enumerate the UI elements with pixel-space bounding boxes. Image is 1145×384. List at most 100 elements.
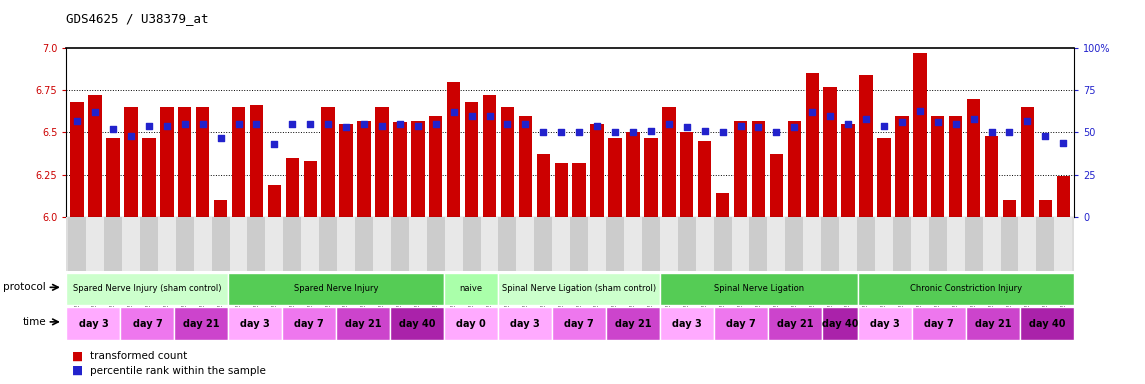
- Bar: [373, 217, 390, 271]
- Text: day 21: day 21: [615, 318, 652, 329]
- Bar: [985, 136, 998, 217]
- Bar: [337, 217, 355, 271]
- Bar: [606, 217, 624, 271]
- Bar: [106, 137, 120, 217]
- Bar: [124, 107, 137, 217]
- Point: [767, 129, 785, 136]
- Text: day 3: day 3: [511, 318, 540, 329]
- Point: [301, 121, 319, 127]
- Text: day 21: day 21: [776, 318, 813, 329]
- Bar: [140, 217, 158, 271]
- Bar: [662, 107, 676, 217]
- Text: day 7: day 7: [294, 318, 324, 329]
- Bar: [678, 217, 696, 271]
- Bar: [390, 217, 409, 271]
- Point: [749, 124, 767, 131]
- Bar: [104, 217, 123, 271]
- Bar: [463, 217, 481, 271]
- Bar: [859, 75, 872, 217]
- Text: percentile rank within the sample: percentile rank within the sample: [90, 366, 267, 376]
- Text: day 3: day 3: [870, 318, 900, 329]
- Bar: [196, 107, 210, 217]
- Bar: [785, 217, 804, 271]
- Text: naive: naive: [459, 285, 483, 293]
- Bar: [447, 82, 460, 217]
- Point: [140, 122, 158, 129]
- Point: [713, 129, 732, 136]
- Point: [247, 121, 266, 127]
- Bar: [713, 217, 732, 271]
- Bar: [88, 95, 102, 217]
- Bar: [214, 200, 228, 217]
- Bar: [1039, 200, 1052, 217]
- Point: [606, 129, 624, 136]
- Bar: [716, 193, 729, 217]
- Bar: [696, 217, 713, 271]
- Text: day 7: day 7: [564, 318, 594, 329]
- Bar: [552, 217, 570, 271]
- Point: [570, 129, 589, 136]
- Bar: [444, 217, 463, 271]
- Bar: [949, 116, 963, 217]
- Bar: [769, 154, 783, 217]
- Bar: [177, 107, 191, 217]
- Bar: [982, 217, 1001, 271]
- Text: day 21: day 21: [345, 318, 381, 329]
- Bar: [285, 158, 299, 217]
- Bar: [1055, 217, 1072, 271]
- Bar: [498, 217, 516, 271]
- Bar: [283, 217, 301, 271]
- Bar: [895, 116, 909, 217]
- Point: [910, 108, 929, 114]
- Bar: [465, 102, 479, 217]
- Bar: [591, 124, 603, 217]
- Bar: [393, 122, 406, 217]
- Point: [373, 122, 392, 129]
- Point: [535, 129, 553, 136]
- Point: [875, 122, 893, 129]
- Point: [803, 109, 821, 115]
- Point: [427, 121, 445, 127]
- Point: [1001, 129, 1019, 136]
- Text: day 3: day 3: [240, 318, 270, 329]
- Bar: [858, 217, 875, 271]
- Bar: [231, 107, 245, 217]
- Text: ■: ■: [72, 364, 84, 377]
- Point: [68, 118, 86, 124]
- Bar: [176, 217, 194, 271]
- Bar: [608, 137, 622, 217]
- Bar: [1003, 200, 1017, 217]
- Bar: [964, 217, 982, 271]
- Point: [104, 126, 123, 132]
- Bar: [322, 107, 334, 217]
- Point: [893, 119, 911, 126]
- Point: [552, 129, 570, 136]
- Bar: [806, 73, 819, 217]
- Bar: [572, 163, 586, 217]
- Bar: [319, 217, 337, 271]
- Text: ■: ■: [72, 350, 84, 363]
- Text: Spared Nerve Injury (sham control): Spared Nerve Injury (sham control): [73, 285, 222, 293]
- Bar: [913, 53, 926, 217]
- Bar: [839, 217, 858, 271]
- Bar: [500, 107, 514, 217]
- Text: day 0: day 0: [457, 318, 487, 329]
- Bar: [229, 217, 247, 271]
- Point: [283, 121, 301, 127]
- Bar: [303, 161, 317, 217]
- Text: day 7: day 7: [133, 318, 163, 329]
- Bar: [875, 217, 893, 271]
- Text: Spinal Nerve Ligation (sham control): Spinal Nerve Ligation (sham control): [503, 285, 656, 293]
- Point: [158, 122, 176, 129]
- Bar: [339, 124, 353, 217]
- Text: day 7: day 7: [726, 318, 756, 329]
- Bar: [929, 217, 947, 271]
- Bar: [734, 121, 748, 217]
- Point: [463, 113, 481, 119]
- Text: day 40: day 40: [398, 318, 435, 329]
- Bar: [519, 116, 532, 217]
- Point: [821, 113, 839, 119]
- Bar: [645, 137, 657, 217]
- Bar: [893, 217, 911, 271]
- Text: Chronic Constriction Injury: Chronic Constriction Injury: [910, 285, 1022, 293]
